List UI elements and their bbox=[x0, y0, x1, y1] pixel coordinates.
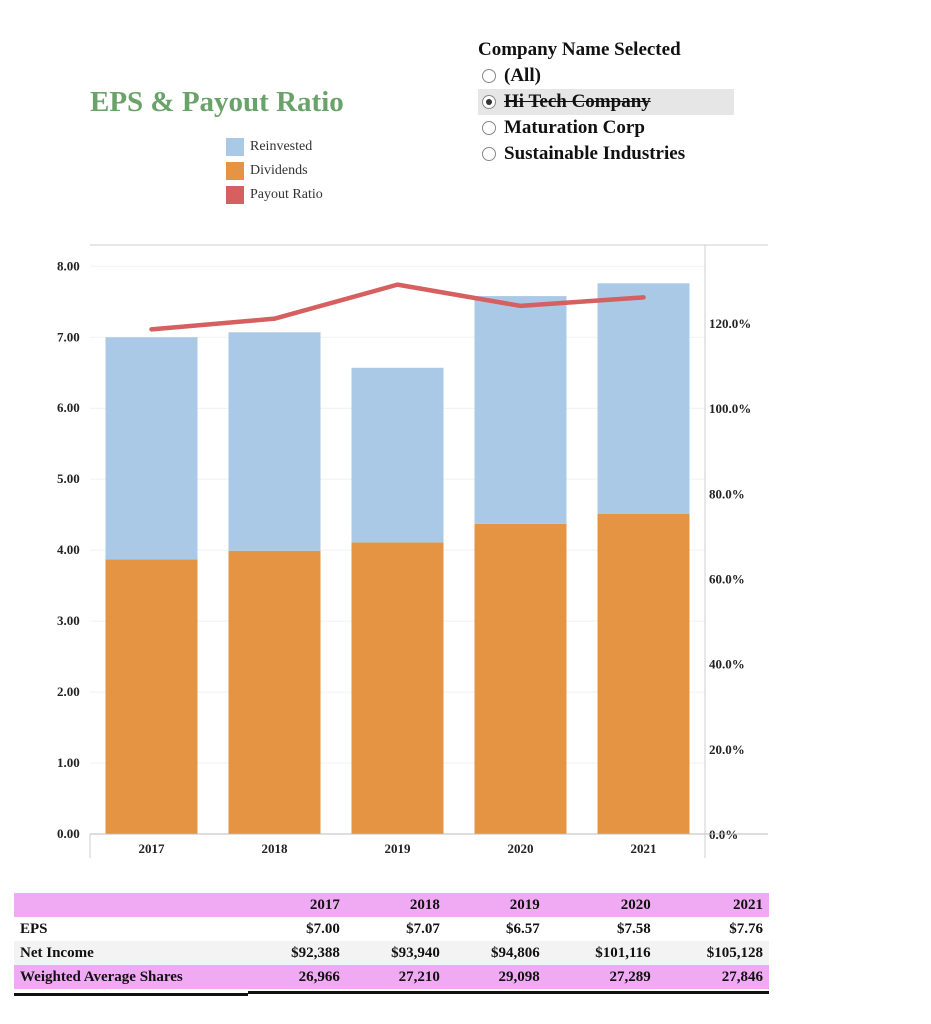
y-left-tick-label: 4.00 bbox=[57, 542, 80, 557]
table-cell: $101,116 bbox=[545, 941, 657, 965]
bar-dividends bbox=[474, 523, 567, 834]
column-header: 2021 bbox=[656, 893, 769, 917]
y-left-tick-label: 0.00 bbox=[57, 826, 80, 841]
payout-ratio-line bbox=[149, 282, 646, 332]
filter-option-label: Hi Tech Company bbox=[504, 91, 651, 112]
table-cell: $7.76 bbox=[656, 917, 769, 941]
y-left-tick-label: 2.00 bbox=[57, 684, 80, 699]
bar-dividends bbox=[597, 513, 690, 834]
filter-option-label: (All) bbox=[504, 65, 541, 86]
x-tick-label: 2021 bbox=[631, 841, 657, 856]
column-header: 2020 bbox=[545, 893, 657, 917]
bar-dividends bbox=[228, 550, 321, 834]
filter-option-label: Maturation Corp bbox=[504, 117, 645, 138]
filter-option-sustainable-industries[interactable]: Sustainable Industries bbox=[478, 141, 734, 167]
eps-payout-chart: 0.001.002.003.004.005.006.007.008.000.0%… bbox=[57, 244, 768, 858]
column-header: 2019 bbox=[445, 893, 546, 917]
y-left-tick-label: 1.00 bbox=[57, 755, 80, 770]
filter-title: Company Name Selected bbox=[478, 39, 681, 60]
legend-item-dividends[interactable]: Dividends bbox=[226, 159, 323, 183]
legend-label: Payout Ratio bbox=[250, 187, 323, 202]
dividends-swatch bbox=[226, 162, 244, 180]
legend-item-reinvested[interactable]: Reinvested bbox=[226, 135, 323, 159]
table-cell: 29,098 bbox=[445, 965, 546, 989]
table-cell: $6.57 bbox=[445, 917, 546, 941]
eps-table: 2017 2018 2019 2020 2021 EPS $7.00 $7.07… bbox=[14, 893, 769, 989]
table-cell: 27,210 bbox=[345, 965, 446, 989]
company-filter: Company Name Selected (All) Hi Tech Comp… bbox=[478, 39, 734, 167]
column-header: 2017 bbox=[246, 893, 346, 917]
bar-reinvested bbox=[474, 296, 567, 524]
row-label: Net Income bbox=[14, 941, 246, 965]
table-cell: $105,128 bbox=[656, 941, 769, 965]
radio-icon[interactable] bbox=[482, 147, 496, 161]
table-cell: $94,806 bbox=[445, 941, 546, 965]
radio-icon[interactable] bbox=[482, 69, 496, 83]
legend-label: Dividends bbox=[250, 163, 308, 178]
y-right-tick-label: 20.0% bbox=[709, 742, 745, 757]
filter-option-label: Sustainable Industries bbox=[504, 143, 686, 164]
y-right-tick-label: 60.0% bbox=[709, 571, 745, 586]
table-corner-cell bbox=[14, 893, 246, 917]
table-header-row: 2017 2018 2019 2020 2021 bbox=[14, 893, 769, 917]
x-tick-label: 2019 bbox=[385, 841, 412, 856]
y-right-tick-label: 80.0% bbox=[709, 486, 745, 501]
data-table: 2017 2018 2019 2020 2021 EPS $7.00 $7.07… bbox=[14, 893, 769, 989]
table-row-net-income: Net Income $92,388 $93,940 $94,806 $101,… bbox=[14, 941, 769, 965]
table-underline-right bbox=[248, 991, 769, 994]
table-cell: 27,846 bbox=[656, 965, 769, 989]
table-cell: 27,289 bbox=[545, 965, 657, 989]
x-tick-label: 2017 bbox=[139, 841, 166, 856]
bar-dividends bbox=[105, 559, 198, 834]
y-left-tick-label: 5.00 bbox=[57, 471, 80, 486]
table-cell: 26,966 bbox=[246, 965, 346, 989]
filter-option-all[interactable]: (All) bbox=[478, 63, 734, 89]
legend-item-payout-ratio[interactable]: Payout Ratio bbox=[226, 183, 323, 207]
table-cell: $7.58 bbox=[545, 917, 657, 941]
row-label: EPS bbox=[14, 917, 246, 941]
table-underline-left bbox=[14, 993, 248, 996]
table-cell: $92,388 bbox=[246, 941, 346, 965]
payout-ratio-swatch bbox=[226, 186, 244, 204]
y-left-tick-label: 8.00 bbox=[57, 258, 80, 273]
x-tick-label: 2018 bbox=[262, 841, 289, 856]
y-right-tick-label: 120.0% bbox=[709, 316, 751, 331]
table-cell: $7.07 bbox=[345, 917, 446, 941]
y-left-tick-label: 3.00 bbox=[57, 613, 80, 628]
y-left-tick-label: 7.00 bbox=[57, 329, 80, 344]
table-cell: $93,940 bbox=[345, 941, 446, 965]
column-header: 2018 bbox=[345, 893, 446, 917]
reinvested-swatch bbox=[226, 138, 244, 156]
radio-selected-icon[interactable] bbox=[482, 95, 496, 109]
y-right-tick-label: 40.0% bbox=[709, 657, 745, 672]
filter-option-hi-tech-company[interactable]: Hi Tech Company bbox=[478, 89, 734, 115]
bar-reinvested bbox=[597, 283, 690, 514]
bar-reinvested bbox=[105, 337, 198, 560]
legend-label: Reinvested bbox=[250, 139, 313, 154]
bar-dividends bbox=[351, 542, 444, 834]
bar-reinvested bbox=[351, 367, 444, 543]
legend: Reinvested Dividends Payout Ratio bbox=[226, 135, 323, 207]
filter-option-maturation-corp[interactable]: Maturation Corp bbox=[478, 115, 734, 141]
chart-title: EPS & Payout Ratio bbox=[90, 86, 344, 118]
y-left-tick-label: 6.00 bbox=[57, 400, 80, 415]
x-tick-label: 2020 bbox=[508, 841, 534, 856]
table-row-eps: EPS $7.00 $7.07 $6.57 $7.58 $7.76 bbox=[14, 917, 769, 941]
y-right-tick-label: 100.0% bbox=[709, 401, 751, 416]
table-cell: $7.00 bbox=[246, 917, 346, 941]
table-row-weighted-average-shares: Weighted Average Shares 26,966 27,210 29… bbox=[14, 965, 769, 989]
row-label: Weighted Average Shares bbox=[14, 965, 246, 989]
bar-reinvested bbox=[228, 332, 321, 551]
radio-icon[interactable] bbox=[482, 121, 496, 135]
